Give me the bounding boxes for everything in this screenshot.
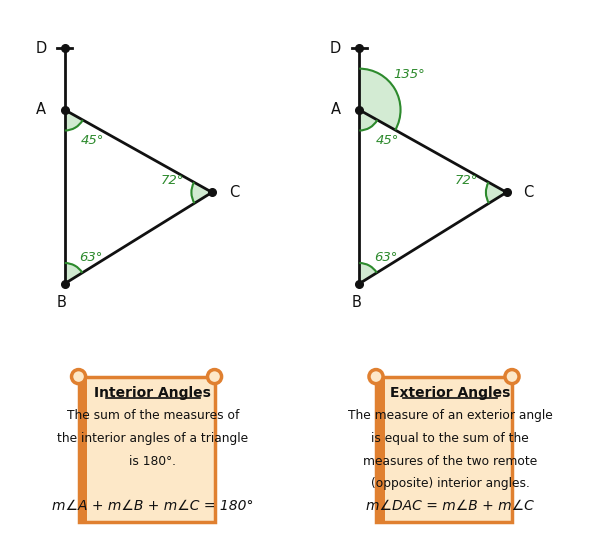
Circle shape [207,370,221,384]
Text: 45°: 45° [376,134,399,147]
Text: 63°: 63° [374,251,398,264]
Text: Interior Angles: Interior Angles [94,386,211,400]
Text: D: D [330,40,342,56]
Text: 63°: 63° [80,251,103,264]
Wedge shape [65,263,82,284]
Text: The sum of the measures of: The sum of the measures of [67,410,239,423]
Bar [376,377,385,522]
Wedge shape [486,182,507,203]
Text: is 180°.: is 180°. [130,455,176,468]
Text: A: A [37,102,46,118]
Text: 72°: 72° [161,174,184,187]
Text: 135°: 135° [393,68,425,81]
FancyBboxPatch shape [376,377,512,522]
Wedge shape [359,110,378,130]
Circle shape [369,370,383,384]
Text: D: D [35,40,47,56]
Circle shape [71,370,85,384]
Text: 72°: 72° [455,174,478,187]
Text: the interior angles of a triangle: the interior angles of a triangle [57,432,249,445]
FancyBboxPatch shape [78,377,214,522]
Text: Exterior Angles: Exterior Angles [390,386,511,400]
Text: B: B [352,295,361,310]
Bar [78,377,87,522]
Text: C: C [524,185,534,200]
Text: 45°: 45° [81,134,104,147]
Text: is equal to the sum of the: is equal to the sum of the [372,432,529,445]
Text: m∠A + m∠B + m∠C = 180°: m∠A + m∠B + m∠C = 180° [52,499,253,513]
Wedge shape [359,263,377,284]
Circle shape [505,370,519,384]
Text: The measure of an exterior angle: The measure of an exterior angle [348,410,552,423]
Text: A: A [331,102,340,118]
Wedge shape [65,110,83,130]
Wedge shape [191,182,212,203]
Wedge shape [359,68,401,130]
Text: m∠DAC = m∠B + m∠C: m∠DAC = m∠B + m∠C [366,499,534,513]
Text: measures of the two remote: measures of the two remote [363,455,537,468]
Text: (opposite) interior angles.: (opposite) interior angles. [371,478,530,490]
Text: C: C [229,185,239,200]
Text: B: B [57,295,67,310]
